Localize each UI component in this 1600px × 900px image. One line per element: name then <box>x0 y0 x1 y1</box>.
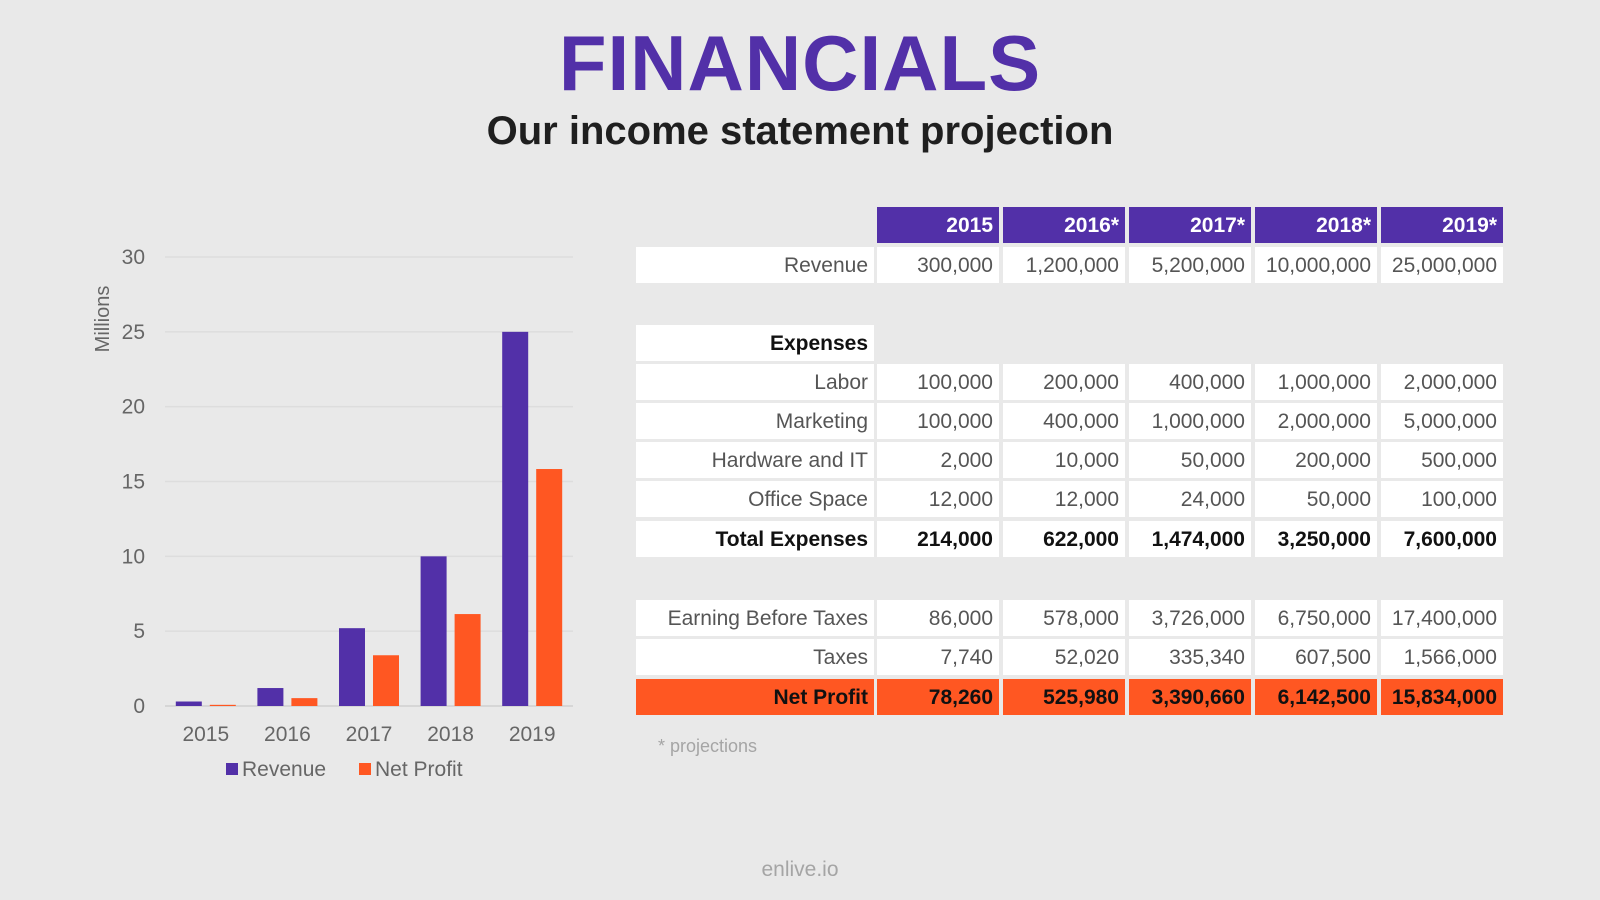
x-tick-label: 2015 <box>182 723 229 746</box>
table-cell: 214,000 <box>877 521 999 557</box>
table-cell: 400,000 <box>1129 364 1251 400</box>
table-cell: 2,000,000 <box>1381 364 1503 400</box>
table-cell: 1,000,000 <box>1255 364 1377 400</box>
table-cell: 15,834,000 <box>1381 679 1503 715</box>
table-cell: 200,000 <box>1003 364 1125 400</box>
net-profit-bar-2019 <box>536 469 563 706</box>
table-cell: 78,260 <box>877 679 999 715</box>
table-cell: 50,000 <box>1129 442 1251 478</box>
table-cell: 525,980 <box>1003 679 1125 715</box>
row-label: Net Profit <box>636 679 874 715</box>
table-cell: 1,200,000 <box>1003 247 1125 283</box>
table-cell: 25,000,000 <box>1381 247 1503 283</box>
table-cell: 6,142,500 <box>1255 679 1377 715</box>
table-cell: 86,000 <box>877 600 999 636</box>
table-footnote: * projections <box>658 736 758 756</box>
table-cell: 578,000 <box>1003 600 1125 636</box>
column-header: 2015 <box>877 207 999 243</box>
legend-swatch <box>226 763 238 775</box>
y-axis-label: Millions <box>92 286 114 353</box>
table-cell: 5,200,000 <box>1129 247 1251 283</box>
row-label: Labor <box>636 364 874 400</box>
row-label: Total Expenses <box>636 521 874 557</box>
y-tick-label: 30 <box>122 246 145 269</box>
table-cell: 3,250,000 <box>1255 521 1377 557</box>
legend-label: Revenue <box>242 758 326 781</box>
x-tick-label: 2019 <box>509 723 556 746</box>
table-cell: 400,000 <box>1003 403 1125 439</box>
table-cell: 100,000 <box>877 403 999 439</box>
y-tick-label: 5 <box>133 620 145 643</box>
table-cell: 335,340 <box>1129 639 1251 675</box>
table-cell: 10,000,000 <box>1255 247 1377 283</box>
row-label: Taxes <box>636 639 874 675</box>
row-label: Hardware and IT <box>636 442 874 478</box>
table-cell: 10,000 <box>1003 442 1125 478</box>
x-tick-label: 2016 <box>264 723 311 746</box>
revenue-bar-2015 <box>175 701 202 706</box>
table-cell: 52,020 <box>1003 639 1125 675</box>
table-cell: 24,000 <box>1129 481 1251 517</box>
page-subtitle: Our income statement projection <box>486 109 1114 153</box>
table-cell: 7,600,000 <box>1381 521 1503 557</box>
table-cell: 5,000,000 <box>1381 403 1503 439</box>
table-cell: 607,500 <box>1255 639 1377 675</box>
column-header: 2019* <box>1381 207 1503 243</box>
table-cell: 500,000 <box>1381 442 1503 478</box>
bar-chart: 0 5 10 15 20 25 30 Millions 2015 2016 2017 2018 2019… <box>92 246 573 781</box>
x-tick-label: 2018 <box>427 723 474 746</box>
y-tick-label: 15 <box>122 471 145 494</box>
x-tick-label: 2017 <box>346 723 393 746</box>
net-profit-bar-2015 <box>209 704 236 706</box>
table-cell: 2,000,000 <box>1255 403 1377 439</box>
table-cell: 12,000 <box>1003 481 1125 517</box>
column-header: 2016* <box>1003 207 1125 243</box>
revenue-bar-2018 <box>420 556 447 706</box>
net-profit-bar-2017 <box>373 655 399 706</box>
table-cell: 7,740 <box>877 639 999 675</box>
table-cell: 2,000 <box>877 442 999 478</box>
table-cell: 200,000 <box>1255 442 1377 478</box>
table-cell: 1,474,000 <box>1129 521 1251 557</box>
y-tick-label: 10 <box>122 545 145 568</box>
net-profit-bar-2016 <box>291 698 318 706</box>
column-header: 2017* <box>1129 207 1251 243</box>
table-cell: 3,390,660 <box>1129 679 1251 715</box>
row-label: Expenses <box>636 325 874 361</box>
table-cell: 100,000 <box>877 364 999 400</box>
row-label: Revenue <box>636 247 874 283</box>
table-cell: 100,000 <box>1381 481 1503 517</box>
row-label: Marketing <box>636 403 874 439</box>
revenue-bar-2019 <box>502 331 529 706</box>
table-cell: 300,000 <box>877 247 999 283</box>
row-label: Earning Before Taxes <box>636 600 874 636</box>
y-tick-label: 25 <box>122 321 145 344</box>
row-label: Office Space <box>636 481 874 517</box>
table-cell: 12,000 <box>877 481 999 517</box>
table-cell: 1,566,000 <box>1381 639 1503 675</box>
table-cell: 3,726,000 <box>1129 600 1251 636</box>
table-cell: 17,400,000 <box>1381 600 1503 636</box>
table-cell: 6,750,000 <box>1255 600 1377 636</box>
page-title: FINANCIALS <box>558 19 1042 107</box>
legend-label: Net Profit <box>375 758 463 781</box>
y-tick-label: 20 <box>122 396 145 419</box>
table-cell: 1,000,000 <box>1129 403 1251 439</box>
y-tick-label: 0 <box>133 695 145 718</box>
column-header: 2018* <box>1255 207 1377 243</box>
revenue-bar-2016 <box>257 688 284 706</box>
table-cell: 50,000 <box>1255 481 1377 517</box>
footer-brand: enlive.io <box>761 858 839 881</box>
table-cell: 622,000 <box>1003 521 1125 557</box>
legend-swatch <box>359 763 371 775</box>
revenue-bar-2017 <box>339 628 365 706</box>
net-profit-bar-2018 <box>454 614 481 706</box>
